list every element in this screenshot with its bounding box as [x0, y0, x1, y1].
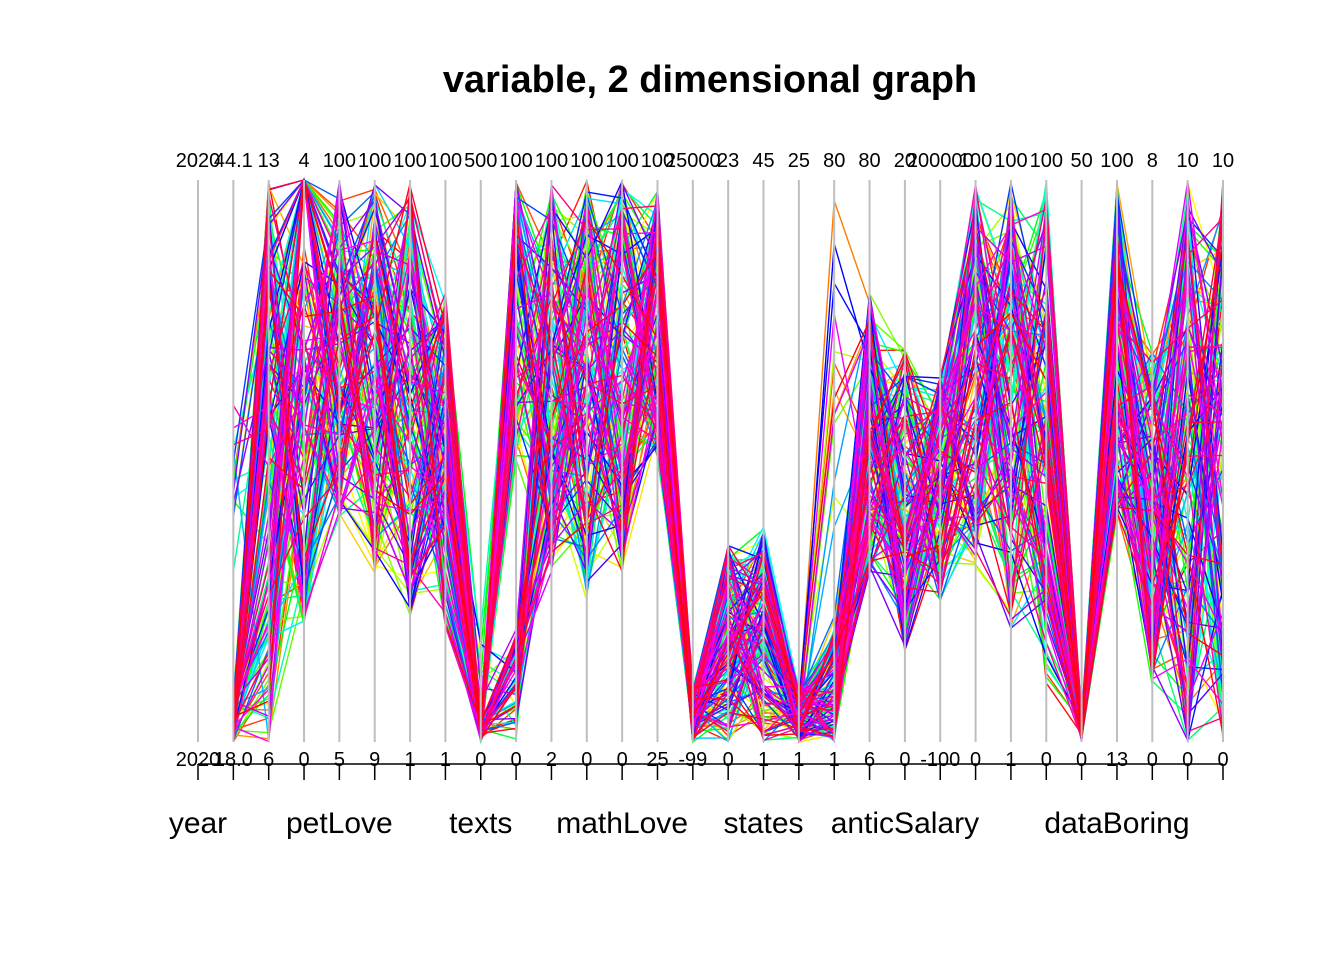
axis-min-label: 2	[546, 749, 557, 771]
axis-min-label: 6	[263, 749, 274, 771]
axis-min-label: 1	[793, 749, 804, 771]
axis-min-label: 0	[298, 749, 309, 771]
axis-name-label: mathLove	[556, 807, 688, 840]
axis-max-label: 8	[1147, 150, 1158, 172]
axis-min-label: 9	[369, 749, 380, 771]
x-axis: year petLove texts mathLove states anticSalar…	[169, 763, 1224, 840]
axis-max-label: 100	[1030, 150, 1063, 172]
axis-max-label: 80	[823, 150, 845, 172]
axis-max-label: 80	[858, 150, 880, 172]
axis-max-label: 100	[393, 150, 426, 172]
axis-min-label: 1	[440, 749, 451, 771]
axis-min-label: 2020	[176, 749, 221, 771]
axis-max-label: 100	[994, 150, 1027, 172]
axis-max-label: 100	[429, 150, 462, 172]
axis-max-label: 10	[1177, 150, 1199, 172]
axis-min-label: 25	[646, 749, 668, 771]
axis-min-label: 0	[1182, 749, 1193, 771]
axis-min-label: 0	[1217, 749, 1228, 771]
axis-name-label: texts	[449, 807, 512, 840]
axis-min-label: 0	[1041, 749, 1052, 771]
axis-max-label: 100	[358, 150, 391, 172]
axis-name-label: dataBoring	[1044, 807, 1189, 840]
axis-name-label: states	[723, 807, 803, 840]
axis-min-label: 0	[511, 749, 522, 771]
axis-max-label: 2020	[176, 150, 221, 172]
axis-min-label: 1	[405, 749, 416, 771]
axis-max-label: 100	[1100, 150, 1133, 172]
axis-max-label: 200000	[907, 150, 974, 172]
axis-min-label: 0	[617, 749, 628, 771]
axis-max-label: 100	[605, 150, 638, 172]
axis-name-label: petLove	[286, 807, 393, 840]
axis-min-label: -100	[920, 749, 960, 771]
axis-min-label: 0	[1076, 749, 1087, 771]
axis-min-label: 18.0	[214, 749, 253, 771]
axis-max-label: 100	[323, 150, 356, 172]
axis-max-label: 500	[464, 150, 497, 172]
axis-lines	[197, 180, 1224, 742]
axis-max-label: 100	[959, 150, 992, 172]
axis-max-label: 44.1	[214, 150, 253, 172]
axis-max-label: 4	[298, 150, 309, 172]
axis-max-label: 100	[641, 150, 674, 172]
axis-min-label: 0	[970, 749, 981, 771]
axis-min-label: 5	[334, 749, 345, 771]
axis-min-label: 0	[581, 749, 592, 771]
axis-name-label: year	[169, 807, 227, 840]
axis-max-label: 45	[752, 150, 774, 172]
axis-max-label: 10	[1212, 150, 1234, 172]
axis-max-label: 13	[258, 150, 280, 172]
axis-min-label: 1	[758, 749, 769, 771]
axis-max-label: 23	[717, 150, 739, 172]
axis-max-label: 100	[499, 150, 532, 172]
axis-min-label: -99	[678, 749, 707, 771]
axis-min-label: 0	[899, 749, 910, 771]
axis-min-label: 6	[864, 749, 875, 771]
axis-min-label: 13	[1106, 749, 1128, 771]
axis-max-label: 100	[570, 150, 603, 172]
axis-max-label: 100	[535, 150, 568, 172]
axis-max-label: 25	[788, 150, 810, 172]
axis-name-label: anticSalary	[831, 807, 979, 840]
axis-min-label: 1	[829, 749, 840, 771]
axis-max-label: 25000	[665, 150, 721, 172]
axis-min-label: 0	[1147, 749, 1158, 771]
axis-max-label: 20	[894, 150, 916, 172]
axis-min-label: 1	[1005, 749, 1016, 771]
axis-min-label: 0	[475, 749, 486, 771]
axis-max-label: 50	[1070, 150, 1092, 172]
axis-min-label: 0	[723, 749, 734, 771]
chart-title: variable, 2 dimensional graph	[443, 59, 977, 101]
